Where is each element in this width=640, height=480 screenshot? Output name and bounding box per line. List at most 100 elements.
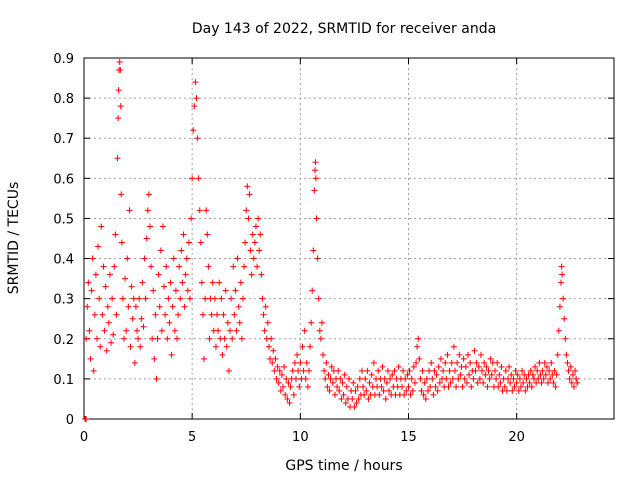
data-point xyxy=(416,355,423,362)
data-point xyxy=(208,311,215,318)
data-point xyxy=(535,375,542,382)
data-point xyxy=(501,383,508,390)
x-tick-label: 0 xyxy=(80,430,88,445)
data-point xyxy=(197,239,204,246)
data-point xyxy=(447,379,454,386)
data-point xyxy=(129,315,136,322)
data-point xyxy=(116,59,123,66)
data-point xyxy=(547,375,554,382)
data-point xyxy=(437,355,444,362)
data-point xyxy=(123,327,130,334)
data-point xyxy=(251,239,258,246)
y-tick-label: 0.7 xyxy=(53,132,74,147)
data-point xyxy=(258,271,265,278)
data-point xyxy=(196,207,203,214)
data-point xyxy=(177,295,184,302)
data-point xyxy=(551,367,558,374)
data-point xyxy=(185,239,192,246)
data-point xyxy=(311,187,318,194)
y-tick-label: 0.6 xyxy=(53,172,74,187)
data-point xyxy=(206,335,213,342)
data-point xyxy=(114,155,121,162)
data-point xyxy=(310,247,317,254)
data-point xyxy=(284,395,291,402)
data-point xyxy=(84,303,91,310)
data-point xyxy=(88,287,95,294)
data-point xyxy=(510,375,517,382)
data-point xyxy=(102,283,109,290)
data-point xyxy=(141,255,148,262)
data-point xyxy=(343,383,350,390)
data-point xyxy=(245,215,252,222)
data-point xyxy=(323,359,330,366)
data-point xyxy=(512,367,519,374)
data-point xyxy=(558,263,565,270)
data-point xyxy=(264,319,271,326)
data-point xyxy=(515,387,522,394)
data-point xyxy=(256,247,263,254)
data-point xyxy=(495,383,502,390)
data-point xyxy=(252,223,259,230)
data-point xyxy=(96,295,103,302)
data-point xyxy=(384,367,391,374)
data-point xyxy=(289,367,296,374)
data-point xyxy=(137,343,144,350)
data-point xyxy=(293,375,299,382)
data-point xyxy=(91,311,98,318)
data-point xyxy=(356,375,363,382)
data-point xyxy=(548,359,555,366)
data-point xyxy=(195,175,202,182)
data-point xyxy=(485,367,492,374)
data-point xyxy=(201,355,208,362)
data-point xyxy=(511,383,518,390)
data-point xyxy=(503,387,510,394)
data-point xyxy=(155,271,162,278)
data-point xyxy=(459,383,466,390)
data-point xyxy=(233,327,240,334)
data-point xyxy=(550,379,557,386)
data-point xyxy=(240,295,246,302)
data-point xyxy=(257,231,264,238)
data-point xyxy=(243,207,250,214)
data-point xyxy=(302,375,309,382)
data-point xyxy=(179,279,186,286)
data-point xyxy=(301,327,308,334)
data-point xyxy=(435,363,442,370)
data-point xyxy=(184,287,191,294)
data-point xyxy=(236,319,243,326)
data-point xyxy=(122,275,129,282)
data-points xyxy=(82,59,581,422)
data-point xyxy=(127,343,134,350)
y-tick-label: 0.4 xyxy=(53,253,74,268)
data-point xyxy=(516,375,523,382)
data-point xyxy=(399,383,405,390)
data-point xyxy=(492,367,499,374)
data-point xyxy=(423,375,430,382)
data-point xyxy=(309,287,316,294)
data-point xyxy=(286,399,293,406)
data-point xyxy=(389,371,396,378)
data-point xyxy=(230,263,237,270)
data-point xyxy=(281,363,288,370)
data-point xyxy=(514,371,521,378)
data-point xyxy=(172,287,179,294)
data-point xyxy=(337,375,344,382)
y-tick-label: 0.3 xyxy=(53,293,74,308)
data-point xyxy=(505,375,511,382)
data-point xyxy=(351,403,358,410)
data-point xyxy=(476,375,483,382)
data-point xyxy=(194,135,201,142)
data-point xyxy=(118,191,125,198)
data-point xyxy=(338,395,345,402)
data-point xyxy=(176,263,183,270)
data-point xyxy=(265,343,272,350)
data-point xyxy=(151,355,158,362)
data-point xyxy=(294,351,301,358)
x-axis-label: GPS time / hours xyxy=(285,458,402,474)
data-point xyxy=(467,359,474,366)
data-point xyxy=(93,335,100,342)
data-point xyxy=(261,327,268,334)
data-point xyxy=(496,371,503,378)
data-point xyxy=(364,367,371,374)
data-point xyxy=(136,295,143,302)
